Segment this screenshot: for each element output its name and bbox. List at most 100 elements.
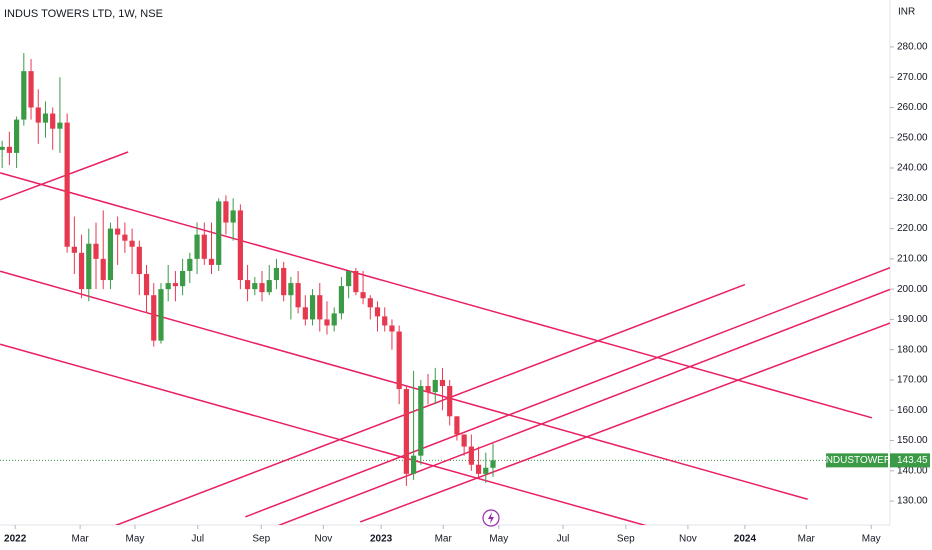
candle-body (223, 201, 229, 223)
candle-body (230, 210, 236, 223)
candle-body (439, 379, 446, 387)
y-tick-label: 260.00 (897, 102, 928, 113)
candle-body (143, 274, 150, 296)
candle-body (93, 243, 99, 259)
candle-body (201, 234, 207, 259)
trend-line (277, 288, 890, 525)
candle-body (288, 283, 294, 296)
candle-body (28, 71, 34, 108)
candle-body (244, 280, 251, 290)
x-tick-label: Jul (557, 534, 570, 545)
candle-body (64, 122, 70, 247)
trend-line (0, 343, 647, 525)
last-price-symbol: INDUSTOWER (823, 455, 891, 466)
candle-body (208, 258, 215, 265)
y-tick-label: 180.00 (897, 344, 928, 355)
y-tick-label: 280.00 (897, 42, 928, 53)
candle-body (107, 228, 114, 281)
candle-body (50, 113, 56, 129)
x-tick-label: May (126, 534, 145, 545)
y-tick-label: 240.00 (897, 163, 928, 174)
candle-body (21, 71, 27, 120)
candle-body (237, 210, 243, 281)
y-tick-label: 170.00 (897, 375, 928, 386)
x-tick-label: Mar (435, 534, 453, 545)
x-tick-label: Sep (252, 534, 270, 545)
candle-body (100, 258, 106, 281)
candle-body (6, 146, 12, 153)
candle-body (331, 313, 337, 326)
candle-body (382, 316, 388, 326)
candle-body (281, 267, 287, 296)
trend-line (0, 270, 808, 500)
candle-body (396, 331, 402, 390)
y-tick-label: 150.00 (897, 435, 928, 446)
candle-body (187, 258, 193, 271)
candle-body (266, 280, 272, 293)
chart-title: INDUS TOWERS LTD, 1W, NSE (4, 8, 163, 20)
candle-body (78, 252, 85, 290)
y-tick-label: 270.00 (897, 72, 928, 83)
candle-body (461, 434, 467, 447)
y-axis-label: INR (898, 7, 915, 18)
trend-line (245, 266, 890, 518)
candle-body (252, 283, 258, 290)
y-tick-label: 190.00 (897, 314, 928, 325)
candle-body (115, 228, 121, 235)
x-tick-label: 2023 (370, 534, 393, 545)
lightning-icon[interactable] (482, 509, 500, 527)
candle-body (447, 386, 453, 417)
candle-body (360, 292, 366, 299)
candle-body (136, 246, 142, 275)
x-tick-label: Jul (191, 534, 204, 545)
trend-line (114, 283, 746, 525)
candle-body (216, 201, 222, 265)
last-price-box (890, 453, 930, 468)
candle-body (353, 270, 359, 293)
last-price-label: 143.45 (897, 455, 928, 466)
candle-body (309, 295, 316, 320)
x-tick-label: Mar (72, 534, 90, 545)
candle-body (35, 107, 41, 123)
candle-body (0, 146, 5, 150)
candle-body (432, 379, 438, 393)
x-tick-label: 2022 (4, 534, 27, 545)
y-tick-label: 250.00 (897, 132, 928, 143)
y-tick-label: 210.00 (897, 254, 928, 265)
candle-body (151, 295, 157, 341)
x-tick-label: May (862, 534, 881, 545)
candle-body (418, 386, 424, 456)
candle-body (273, 267, 280, 281)
candle-body (129, 240, 135, 247)
x-tick-label: Sep (617, 534, 635, 545)
x-tick-label: May (489, 534, 508, 545)
candle-body (317, 295, 323, 320)
candle-body (86, 243, 92, 290)
candle-body (302, 307, 308, 320)
candle-body (411, 455, 417, 474)
candle-body (180, 270, 186, 287)
y-tick-label: 220.00 (897, 223, 928, 234)
candle-body (122, 234, 128, 241)
x-tick-label: Mar (798, 534, 816, 545)
y-tick-label: 160.00 (897, 405, 928, 416)
candle-body (374, 307, 381, 317)
candle-body (389, 325, 395, 332)
candle-body (165, 283, 171, 290)
candle-body (172, 283, 179, 287)
candle-body (57, 122, 63, 129)
candle-body (158, 289, 164, 341)
y-tick-label: 140.00 (897, 465, 928, 476)
x-tick-label: Nov (314, 534, 332, 545)
candle-body (295, 283, 301, 308)
candle-body (14, 119, 20, 153)
candle-body (475, 464, 482, 474)
candle-body (71, 246, 77, 253)
candle-body (324, 319, 330, 326)
y-tick-label: 230.00 (897, 193, 928, 204)
candle-body (259, 283, 265, 293)
trend-line (359, 322, 890, 523)
trend-line (0, 172, 873, 419)
candle-body (454, 416, 460, 435)
